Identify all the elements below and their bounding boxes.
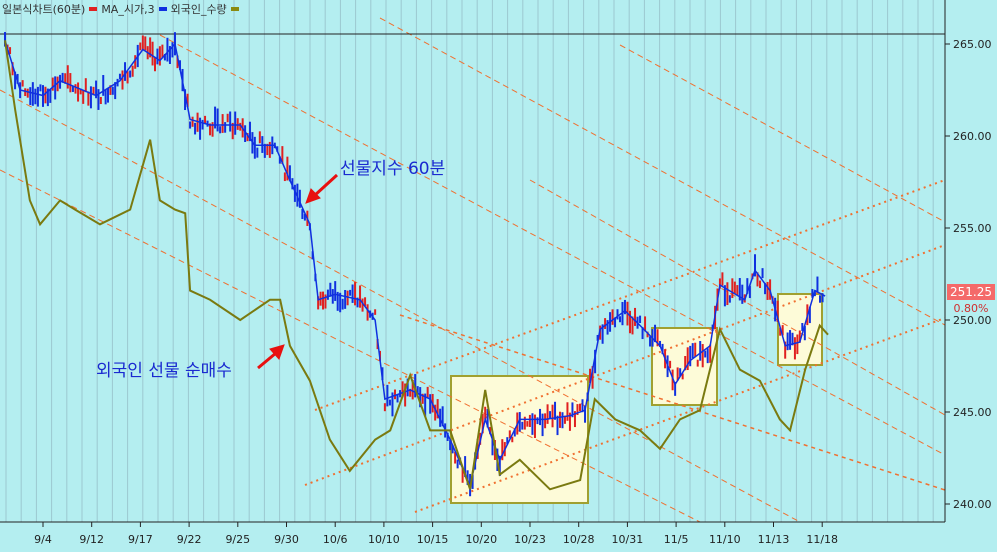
x-tick-label: 10/28 (563, 533, 595, 546)
x-axis-area (0, 522, 945, 552)
x-tick-label: 11/5 (664, 533, 689, 546)
x-tick-label: 11/10 (709, 533, 741, 546)
arrow-foreign-head (269, 344, 285, 360)
y-tick-label: 245.00 (953, 406, 992, 419)
y-tick-label: 255.00 (953, 222, 992, 235)
arrow-futures-head (305, 188, 321, 204)
arrow-futures (312, 173, 339, 198)
x-tick-label: 11/13 (758, 533, 790, 546)
last-price-change: 0.80% (953, 302, 989, 315)
x-tick-label: 11/18 (806, 533, 838, 546)
x-tick-label: 10/20 (465, 533, 497, 546)
highlight-box-1 (450, 375, 589, 504)
down-trend-2 (0, 89, 801, 523)
legend-swatch-ma (89, 7, 98, 11)
series-price-line (4, 40, 826, 488)
x-tick-label: 9/4 (34, 533, 52, 546)
legend-label-foreign: 외국인_수량 (170, 3, 227, 16)
down-trend-6 (619, 44, 946, 223)
y-tick-label: 260.00 (953, 130, 992, 143)
down-trend-1 (159, 34, 946, 456)
arrows (257, 173, 339, 370)
last-price-badge: 251.25 (947, 284, 995, 300)
annotation-foreign: 외국인 선물 순매수 (96, 361, 232, 381)
arrow-foreign (257, 351, 277, 370)
x-tick-label: 10/15 (417, 533, 449, 546)
x-tick-label: 9/25 (225, 533, 250, 546)
series-foreign-line (4, 40, 829, 491)
legend: 일본식차트(60분) MA_시가,3 외국인_수량 (2, 1, 239, 17)
y-tick-label: 250.00 (953, 314, 992, 327)
series-layer (4, 32, 829, 497)
down-trend-4 (379, 17, 946, 326)
x-tick-label: 10/6 (323, 533, 348, 546)
y-tick-label: 265.00 (953, 38, 992, 51)
x-tick-label: 9/12 (79, 533, 104, 546)
channel-upper (314, 179, 946, 411)
y-axis-ticks: 240.00 245.00 250.00 255.00 260.00 265.00 (945, 38, 992, 511)
x-tick-label: 9/30 (274, 533, 299, 546)
x-tick-label: 9/22 (177, 533, 202, 546)
x-tick-label: 9/17 (128, 533, 153, 546)
legend-swatch-foreign (158, 7, 167, 11)
x-tick-label: 10/23 (514, 533, 546, 546)
x-axis-ticks: 9/4 9/12 9/17 9/22 9/25 9/30 10/6 10/10 10/15 10/… (34, 522, 838, 546)
channel-lower (414, 317, 946, 513)
legend-label-ma: MA_시가,3 (101, 3, 155, 16)
annotation-futures: 선물지수 60분 (340, 159, 446, 179)
y-tick-label: 240.00 (953, 498, 992, 511)
x-tick-label: 10/10 (368, 533, 400, 546)
x-tick-label: 10/31 (612, 533, 644, 546)
legend-swatch-olive (230, 7, 239, 11)
legend-title: 일본식차트(60분) (2, 3, 86, 16)
